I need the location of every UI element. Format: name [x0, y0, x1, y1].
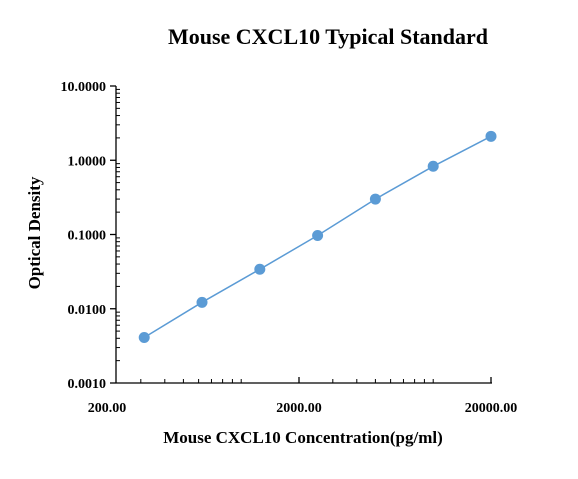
- data-point: [138, 332, 150, 344]
- y-tick-label: 10.0000: [61, 80, 107, 95]
- y-axis-label: Optical Density: [25, 176, 44, 289]
- data-point: [427, 160, 439, 172]
- x-tick-label: 2000.00: [276, 401, 322, 416]
- y-tick-label: 0.1000: [68, 229, 107, 244]
- data-point: [254, 263, 266, 275]
- plot-area: [138, 130, 497, 344]
- data-point: [369, 193, 381, 205]
- chart-title: Mouse CXCL10 Typical Standard: [168, 24, 488, 49]
- y-tick-label: 0.0100: [68, 303, 107, 318]
- x-axis: 200.00 2000.00 20000.00: [88, 377, 518, 416]
- y-tick-label: 0.0010: [68, 377, 107, 392]
- x-tick-label: 20000.00: [465, 401, 518, 416]
- y-tick-label: 1.0000: [68, 154, 107, 169]
- data-point: [196, 296, 208, 308]
- y-axis: 10.0000 1.0000 0.1000 0.0100 0.0010: [61, 80, 120, 392]
- x-tick-label: 200.00: [88, 401, 127, 416]
- data-point: [312, 229, 324, 241]
- data-point: [485, 130, 497, 142]
- x-axis-label: Mouse CXCL10 Concentration(pg/ml): [163, 428, 443, 447]
